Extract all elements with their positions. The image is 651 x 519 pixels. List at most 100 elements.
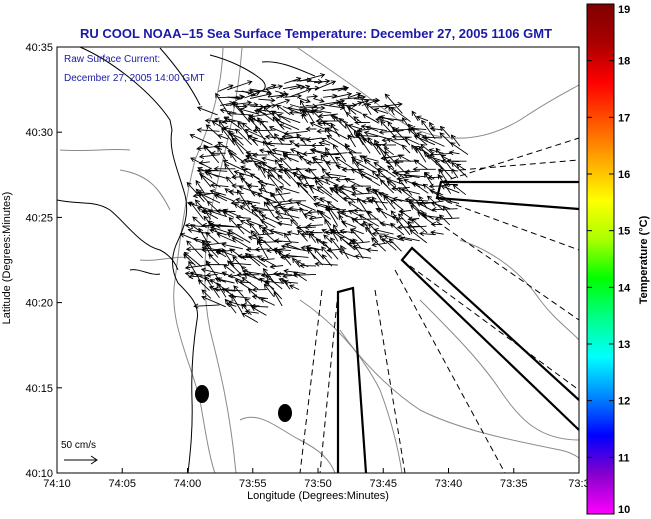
- current-vector-arrow: [329, 99, 345, 106]
- current-vector-arrow: [352, 158, 365, 177]
- current-vector-arrow: [367, 136, 381, 155]
- current-vector-arrow: [216, 248, 237, 258]
- current-vector-arrow: [267, 173, 283, 193]
- colorbar-tick-label: 15: [618, 226, 630, 238]
- current-vector-arrow: [267, 168, 276, 179]
- current-vector-arrow: [426, 195, 444, 211]
- current-vector-arrow: [302, 151, 314, 157]
- current-vector-arrow: [380, 101, 403, 108]
- current-vector-arrow: [448, 150, 460, 156]
- current-vector-arrow: [305, 126, 317, 132]
- current-vector-arrow: [270, 110, 291, 123]
- current-vector-arrow: [302, 174, 314, 194]
- current-vector-arrow: [437, 173, 452, 194]
- current-vector-arrow: [189, 133, 213, 146]
- colorbar: 19 18 17 16 15 14 13 12 11 10 Temperature (°C): [586, 3, 650, 516]
- current-vector-arrow: [401, 144, 411, 154]
- current-vector-arrow: [196, 207, 219, 220]
- current-vector-arrow: [395, 217, 411, 236]
- x-tick-label: 73:45: [369, 478, 397, 490]
- current-vector-arrow: [379, 179, 395, 194]
- current-vector-arrow: [341, 103, 363, 114]
- current-vector-arrow: [197, 167, 219, 178]
- current-vector-arrow: [197, 191, 221, 204]
- current-vector-arrow: [241, 312, 259, 323]
- current-vector-arrow: [201, 240, 219, 258]
- current-vector-arrow: [198, 173, 221, 188]
- y-tick-label: 40:10: [25, 468, 53, 480]
- current-vector-arrow: [239, 205, 261, 219]
- current-vector-arrow: [215, 92, 229, 114]
- current-vector-arrow: [241, 122, 253, 132]
- current-vector-arrow: [283, 209, 299, 225]
- current-vector-arrow: [326, 134, 347, 148]
- current-vector-arrow: [238, 107, 260, 115]
- current-vector-arrow: [387, 121, 396, 132]
- current-legend-line2: December 27, 2005 14:00 GMT: [64, 73, 205, 84]
- y-tick-label: 40:35: [25, 42, 53, 54]
- current-vector-arrow: [283, 168, 300, 186]
- current-vector-arrow: [256, 255, 277, 267]
- current-vector-arrow: [351, 187, 364, 195]
- y-tick-label: 40:25: [25, 212, 53, 224]
- x-tick-label: 73:35: [500, 478, 528, 490]
- current-vector-arrow: [189, 201, 204, 220]
- coastline: [56, 46, 316, 474]
- current-vector-arrow: [319, 174, 338, 180]
- current-vector-arrow: [332, 143, 347, 163]
- current-vector-arrow: [218, 120, 235, 140]
- current-vector-arrow: [371, 196, 381, 209]
- current-vector-arrow: [265, 103, 277, 109]
- current-vector-arrow: [305, 230, 325, 244]
- current-vector-arrow: [277, 174, 291, 187]
- current-vector-arrow: [305, 244, 323, 251]
- current-vector-arrow: [373, 227, 394, 235]
- current-vector-arrow: [248, 254, 268, 268]
- current-vector-arrow: [418, 146, 437, 162]
- current-vector-arrow: [282, 154, 299, 163]
- current-vector-arrow: [340, 244, 349, 260]
- current-vector-arrow: [192, 216, 204, 227]
- current-vector-arrow: [412, 166, 436, 172]
- current-vector-arrow: [203, 208, 212, 220]
- current-vector-arrow: [381, 142, 397, 148]
- current-vector-arrow: [230, 200, 243, 206]
- current-vector-arrow: [225, 176, 234, 186]
- current-vector-arrow: [380, 120, 397, 138]
- current-vector-arrow: [227, 95, 241, 101]
- current-vector-arrow: [339, 236, 356, 251]
- current-vector-arrow: [190, 157, 212, 169]
- current-vector-arrow: [336, 211, 355, 220]
- current-vector-arrow: [332, 115, 347, 129]
- current-vector-arrow: [392, 196, 410, 203]
- current-vector-arrow: [314, 180, 333, 196]
- colorbar-tick-label: 14: [618, 282, 631, 294]
- current-vector-arrow: [179, 232, 203, 244]
- current-vector-arrow: [251, 306, 267, 316]
- current-vector-arrow: [287, 106, 314, 114]
- current-vector-arrow: [347, 201, 364, 212]
- current-vector-arrow: [439, 125, 451, 138]
- y-tick-label: 40:15: [25, 383, 53, 395]
- current-vector-arrow: [385, 177, 404, 186]
- radar-beam-outlines: [336, 180, 580, 474]
- current-vector-arrow: [320, 154, 332, 171]
- current-vector-arrow: [306, 222, 324, 229]
- current-vector-arrow: [259, 256, 275, 263]
- current-vector-arrow: [297, 229, 308, 242]
- current-vector-arrow: [224, 287, 243, 293]
- current-vector-arrow: [286, 230, 299, 236]
- current-vector-arrow: [193, 303, 220, 309]
- current-vector-arrow: [326, 127, 348, 140]
- current-vector-arrow: [233, 169, 253, 178]
- current-vector-arrow: [305, 103, 318, 109]
- current-vector-arrow: [455, 163, 466, 171]
- current-vector-arrow: [372, 188, 388, 211]
- current-vector-arrow: [275, 187, 285, 201]
- current-vector-arrow: [340, 94, 367, 100]
- current-vector-arrow: [440, 184, 460, 194]
- current-vector-arrow: [275, 272, 293, 278]
- current-vector-arrow: [288, 206, 309, 212]
- current-vector-arrow: [421, 119, 436, 140]
- current-vector-arrow: [213, 143, 229, 150]
